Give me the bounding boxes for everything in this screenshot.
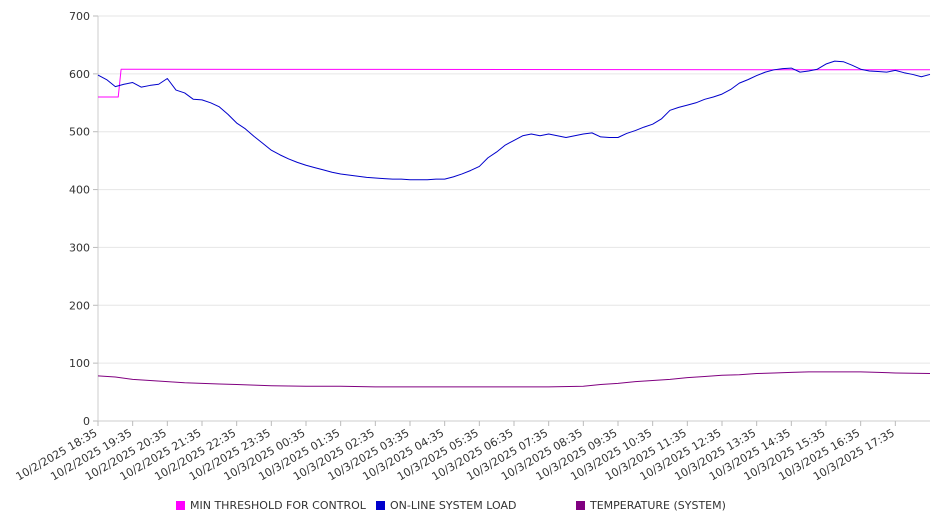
legend-swatch-0 <box>176 501 185 510</box>
legend: MIN THRESHOLD FOR CONTROL ON-LINE SYSTEM … <box>176 499 726 512</box>
y-tick-label-1: 100 <box>69 357 90 370</box>
y-tick-label-5: 500 <box>69 126 90 139</box>
series-line-1 <box>97 60 931 181</box>
legend-swatch-1 <box>376 501 385 510</box>
legend-label-0: MIN THRESHOLD FOR CONTROL <box>190 499 367 512</box>
y-tick-label-3: 300 <box>69 241 90 254</box>
y-axis: 0 100 200 300 400 500 600 700 <box>69 10 99 428</box>
series-line-2 <box>97 371 931 388</box>
y-tick-label-7: 700 <box>69 10 90 23</box>
y-tick-label-6: 600 <box>69 68 90 81</box>
grid-lines <box>98 15 930 364</box>
legend-label-2: TEMPERATURE (SYSTEM) <box>589 499 726 512</box>
legend-label-1: ON-LINE SYSTEM LOAD <box>390 499 516 512</box>
y-tick-label-0: 0 <box>83 415 90 428</box>
legend-swatch-2 <box>576 501 585 510</box>
y-tick-label-4: 400 <box>69 184 90 197</box>
series-line-0 <box>98 68 931 98</box>
series-lines <box>97 60 931 388</box>
y-tick-label-2: 200 <box>69 299 90 312</box>
